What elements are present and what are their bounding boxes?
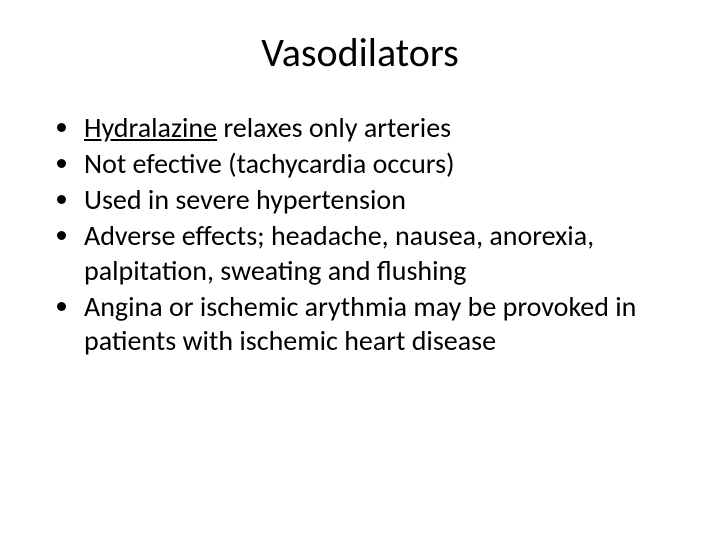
underlined-term: Hydralazine — [84, 110, 217, 145]
list-item: Used in severe hypertension — [82, 183, 672, 217]
slide: Vasodilators Hydralazine relaxes only ar… — [0, 0, 720, 540]
list-item: Angina or ischemic arythmia may be provo… — [82, 290, 672, 358]
bullet-text: Used in severe hypertension — [84, 182, 406, 217]
bullet-text: Not efective (tachycardia occurs) — [84, 146, 455, 181]
list-item: Not efective (tachycardia occurs) — [82, 147, 672, 181]
list-item: Hydralazine relaxes only arteries — [82, 111, 672, 145]
bullet-text: Adverse effects; headache, nausea, anore… — [84, 218, 594, 287]
slide-title: Vasodilators — [48, 28, 672, 77]
bullet-text: Angina or ischemic arythmia may be provo… — [84, 289, 636, 358]
bullet-text: relaxes only arteries — [217, 110, 451, 145]
bullet-list: Hydralazine relaxes only arteries Not ef… — [48, 111, 672, 358]
list-item: Adverse effects; headache, nausea, anore… — [82, 219, 672, 287]
